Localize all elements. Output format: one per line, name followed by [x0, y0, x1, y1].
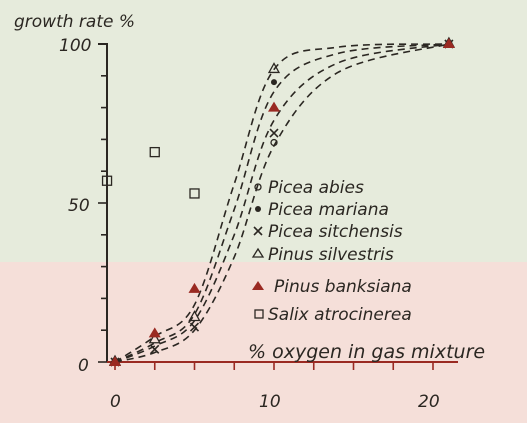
legend-label: Picea sitchensis — [268, 222, 403, 242]
fitted-curve-2 — [114, 43, 450, 363]
legend: Picea abies Picea mariana Picea sitchens… — [251, 178, 412, 325]
background-lower-band — [0, 262, 527, 423]
y-tick-label-100: 100 — [59, 36, 91, 56]
legend-label: Pinus silvestris — [268, 245, 394, 265]
data-point-pinus-silvestris — [188, 310, 201, 322]
legend-marker-cross — [253, 226, 263, 236]
legend-label: Picea abies — [268, 178, 364, 198]
data-point-pinus-silvestris — [148, 332, 161, 344]
legend-item-picea-sitchensis: Picea sitchensis — [253, 222, 403, 242]
legend-item-salix-atrocinerea: Salix atrocinerea — [254, 305, 412, 325]
x-tick-label-0: 0 — [110, 392, 121, 412]
x-tick-label-20: 20 — [418, 392, 440, 412]
data-point-pinus-silvestris — [267, 62, 281, 74]
x-axis-title: % oxygen in gas mixture — [248, 341, 485, 363]
legend-marker-open-circle — [254, 183, 262, 191]
data-point-pinus-banksiana — [109, 356, 121, 366]
data-point-picea-mariana — [271, 79, 277, 86]
legend-marker-filled-circle — [255, 206, 261, 212]
legend-marker-filled-triangle — [252, 281, 264, 290]
data-point-salix-atrocinerea — [101, 175, 113, 186]
data-point-picea-abies — [270, 138, 278, 147]
legend-item-picea-mariana: Picea mariana — [255, 200, 389, 220]
data-point-pinus-banksiana — [188, 282, 201, 293]
legend-marker-open-triangle — [251, 247, 265, 258]
fitted-curve-4 — [114, 43, 449, 363]
data-point-salix-atrocinerea — [149, 146, 160, 158]
data-point-picea-sitchensis — [269, 128, 279, 138]
legend-label: Picea mariana — [268, 200, 389, 220]
data-point-pinus-banksiana — [442, 38, 455, 48]
y-axis-title: growth rate % — [14, 12, 135, 32]
x-tick-label-10: 10 — [259, 392, 281, 412]
legend-label: Salix atrocinerea — [268, 305, 412, 325]
legend-item-picea-abies: Picea abies — [254, 178, 364, 198]
data-point-picea-sitchensis — [150, 344, 160, 354]
legend-label: Pinus banksiana — [274, 277, 412, 297]
fitted-curve-3 — [114, 43, 450, 363]
legend-marker-open-square — [254, 309, 264, 319]
y-tick-label-0: 0 — [78, 356, 89, 376]
data-point-picea-sitchensis — [189, 322, 200, 332]
legend-item-pinus-silvestris: Pinus silvestris — [251, 245, 394, 265]
data-point-pinus-banksiana — [268, 101, 280, 112]
y-tick-label-50: 50 — [68, 196, 90, 216]
data-point-salix-atrocinerea — [189, 188, 200, 199]
data-point-pinus-banksiana — [148, 327, 161, 338]
legend-item-pinus-banksiana: Pinus banksiana — [252, 277, 412, 297]
